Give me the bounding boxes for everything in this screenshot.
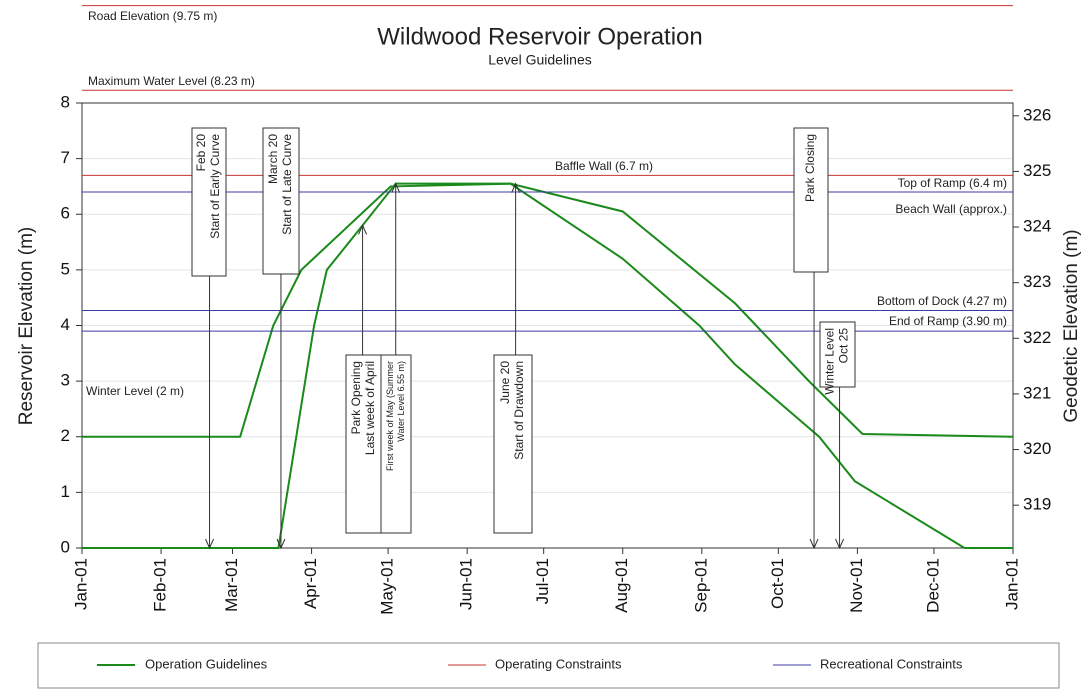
x-tick-label: Sep-01 <box>691 558 710 613</box>
y-tick-label: 2 <box>61 426 70 445</box>
legend-label: Operation Guidelines <box>145 656 268 671</box>
annotation-text: Park Opening <box>349 361 363 434</box>
x-tick-label: Oct-01 <box>768 558 787 609</box>
y2-tick-label: 320 <box>1023 439 1051 458</box>
annotation-text: Start of Early Curve <box>208 134 222 239</box>
y2-tick-label: 322 <box>1023 328 1051 347</box>
annotation-text: Oct 25 <box>837 328 851 364</box>
arrow-head <box>205 538 214 550</box>
y2-tick-label: 326 <box>1023 105 1051 124</box>
x-tick-label: Apr-01 <box>301 558 320 609</box>
constraint-label: Top of Ramp (6.4 m) <box>898 176 1007 190</box>
x-tick-label: Jul-01 <box>533 558 552 604</box>
annotation-text: Start of Drawdown <box>512 361 526 460</box>
arrow-head <box>391 182 401 193</box>
y2-axis-label: Geodetic Elevation (m) <box>1061 229 1082 422</box>
annotation-box <box>793 127 829 273</box>
y2-tick-label: 325 <box>1023 161 1051 180</box>
annotation-box <box>819 321 856 388</box>
x-tick-label: May-01 <box>378 558 397 615</box>
annotation-text: Water Level 6.55 m) <box>396 361 406 442</box>
arrow-head <box>511 182 521 193</box>
constraint-label: Baffle Wall (6.7 m) <box>555 159 653 173</box>
x-tick-label: Feb-01 <box>151 558 170 612</box>
annotation-box <box>262 127 300 275</box>
y2-tick-label: 324 <box>1023 217 1051 236</box>
y-tick-label: 1 <box>61 482 70 501</box>
arrow-head <box>809 538 819 550</box>
y-tick-label: 5 <box>61 259 70 278</box>
y2-tick-label: 323 <box>1023 272 1051 291</box>
arrow-head <box>835 538 845 550</box>
legend-label: Recreational Constraints <box>820 656 963 671</box>
y-tick-label: 6 <box>61 204 70 223</box>
annotation-text: Feb 20 <box>194 134 208 172</box>
annotation-box <box>191 127 227 277</box>
annotation-box <box>493 354 533 534</box>
note: Beach Wall (approx.) <box>895 202 1007 216</box>
annotation-text: Park Closing <box>803 134 817 202</box>
annotation-text: Last week of April <box>363 361 377 455</box>
guideline-curve <box>82 182 1013 549</box>
legend-box <box>37 642 1060 689</box>
constraint-label: Bottom of Dock (4.27 m) <box>877 294 1007 308</box>
x-tick-label: Jan-01 <box>1002 558 1021 610</box>
annotation-text: March 20 <box>266 134 280 184</box>
annotation-text: Start of Late Curve <box>280 134 294 235</box>
constraint-label: Road Elevation (9.75 m) <box>88 9 217 23</box>
arrow-head <box>358 224 368 235</box>
constraint-label: End of Ramp (3.90 m) <box>889 314 1007 328</box>
arrow-head <box>276 538 286 550</box>
constraint-label: Maximum Water Level (8.23 m) <box>88 74 255 88</box>
x-tick-label: Nov-01 <box>847 558 866 613</box>
x-tick-label: Aug-01 <box>612 558 631 613</box>
annotation-text: First week of May (Summer <box>385 361 395 471</box>
chart-title: Wildwood Reservoir Operation <box>377 23 702 50</box>
x-tick-label: Jun-01 <box>457 558 476 610</box>
y-axis-label: Reservoir Elevation (m) <box>16 227 37 426</box>
annotation-text: June 20 <box>498 361 512 404</box>
y-tick-label: 4 <box>61 315 70 334</box>
chart-subtitle: Level Guidelines <box>488 52 592 68</box>
y-tick-label: 3 <box>61 371 70 390</box>
legend-label: Operating Constraints <box>495 656 622 671</box>
y-tick-label: 0 <box>61 537 70 556</box>
plot-frame <box>81 102 1014 549</box>
y-tick-label: 8 <box>61 92 70 111</box>
y2-tick-label: 319 <box>1023 495 1051 514</box>
annotation-text: Winter Level <box>823 328 837 395</box>
x-tick-label: Mar-01 <box>222 558 241 612</box>
x-tick-label: Jan-01 <box>71 558 90 610</box>
x-tick-label: Dec-01 <box>923 558 942 613</box>
y-tick-label: 7 <box>61 148 70 167</box>
y2-tick-label: 321 <box>1023 383 1051 402</box>
annotation-box <box>345 354 383 534</box>
annotation-box <box>380 354 412 534</box>
note: Winter Level (2 m) <box>86 384 184 398</box>
